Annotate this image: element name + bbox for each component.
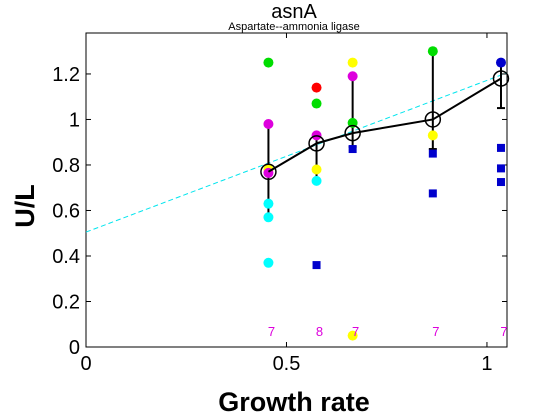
data-point-square bbox=[496, 178, 505, 187]
y-tick-label: 0 bbox=[69, 337, 80, 359]
x-tick-label: 0.5 bbox=[273, 353, 301, 375]
fit-line-layer bbox=[85, 72, 508, 233]
data-point-square bbox=[312, 261, 321, 270]
x-axis-label: Growth rate bbox=[218, 387, 370, 417]
count-label: 8 bbox=[316, 324, 323, 339]
y-tick-label: 0.2 bbox=[52, 291, 80, 313]
data-point bbox=[347, 57, 358, 68]
data-point-square bbox=[428, 149, 437, 158]
fit-line bbox=[85, 72, 508, 233]
count-label: 7 bbox=[432, 324, 439, 339]
count-label: 7 bbox=[500, 324, 507, 339]
data-point bbox=[263, 212, 274, 223]
data-point bbox=[311, 164, 322, 175]
mean-marker bbox=[492, 70, 510, 87]
data-point bbox=[263, 257, 274, 268]
y-tick-label: 0.8 bbox=[52, 155, 80, 177]
data-point-square bbox=[348, 145, 357, 154]
mean-marker bbox=[308, 135, 325, 152]
data-point bbox=[427, 46, 438, 57]
y-tick-label: 1.2 bbox=[52, 64, 80, 86]
mean-marker bbox=[344, 124, 361, 142]
mean-marker bbox=[260, 163, 277, 181]
x-axis: 0 0.5 1 bbox=[80, 33, 493, 375]
data-point bbox=[311, 82, 322, 93]
y-tick-label: 0.6 bbox=[52, 200, 80, 222]
data-point-square bbox=[428, 189, 437, 198]
count-label: 7 bbox=[268, 324, 275, 339]
data-point bbox=[427, 130, 438, 141]
data-point bbox=[263, 198, 274, 209]
y-axis: 0 0.2 0.4 0.6 0.8 1 1.2 bbox=[52, 64, 507, 359]
data-point bbox=[495, 57, 506, 68]
mean-series-layer bbox=[260, 70, 510, 181]
data-point bbox=[311, 175, 322, 186]
count-label-layer: 7 8 7 7 7 bbox=[268, 324, 508, 339]
mean-marker bbox=[424, 111, 442, 128]
chart-subtitle: Aspartate--ammonia ligase bbox=[228, 21, 359, 33]
chart-title: asnA bbox=[271, 1, 317, 23]
data-point-square bbox=[496, 143, 505, 152]
data-point bbox=[263, 57, 274, 68]
x-tick-label: 1 bbox=[481, 353, 492, 375]
x-tick-label: 0 bbox=[80, 353, 91, 375]
data-point bbox=[311, 98, 322, 109]
data-point-square bbox=[496, 164, 505, 173]
data-point bbox=[263, 119, 274, 130]
count-label: 7 bbox=[352, 324, 359, 339]
y-axis-label: U/L bbox=[10, 184, 40, 228]
points-layer bbox=[263, 46, 506, 341]
data-point bbox=[347, 71, 358, 82]
data-point bbox=[347, 330, 358, 341]
plot-area bbox=[85, 32, 508, 348]
y-tick-label: 0.4 bbox=[52, 246, 80, 268]
y-tick-label: 1 bbox=[69, 109, 80, 131]
mean-line bbox=[267, 77, 502, 173]
